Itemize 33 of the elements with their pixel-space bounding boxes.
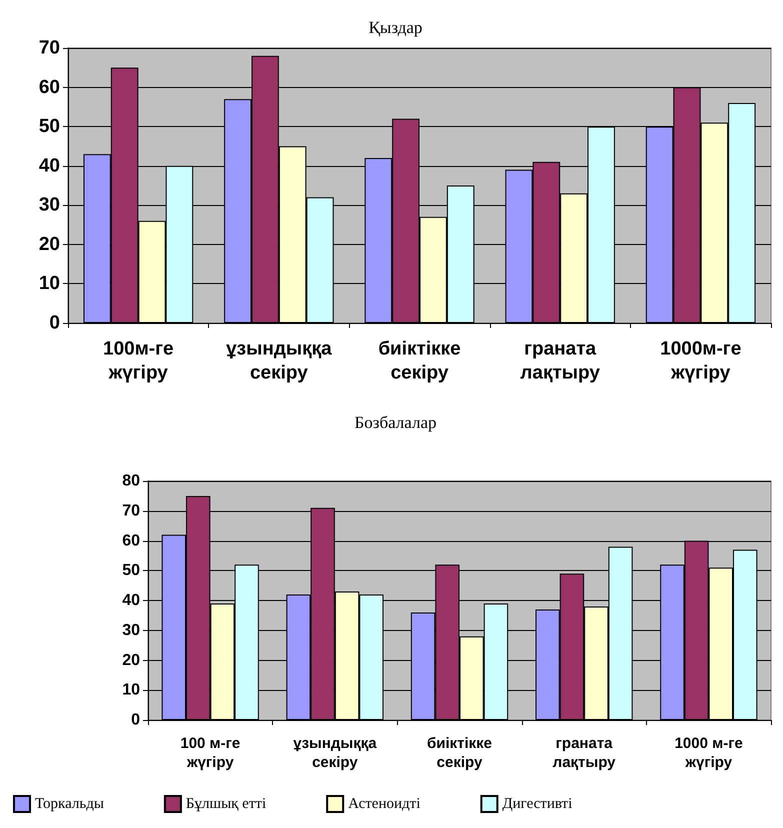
chart-title: Бозбалалар (354, 413, 437, 432)
y-tick-label: 10 (38, 273, 60, 294)
y-tick-label: 10 (122, 682, 140, 699)
legend-label: Бұлшық етті (186, 796, 266, 812)
y-tick-label: 20 (122, 652, 140, 669)
y-tick-label: 20 (38, 234, 60, 255)
x-tick-label: граната лақтыру (552, 735, 616, 771)
y-tick-label: 60 (38, 76, 60, 98)
x-tick-label: граната лақтыру (520, 338, 600, 384)
x-tick-label: 1000 м-ге жүгіру (674, 735, 743, 771)
y-tick-label: 80 (122, 472, 140, 490)
y-tick-label: 30 (38, 194, 60, 216)
y-tick-label: 40 (38, 155, 60, 176)
x-tick-label: ұзындыққа секіру (226, 338, 332, 384)
y-tick-label: 50 (122, 562, 140, 580)
legend-label: Астеноидті (348, 796, 420, 812)
y-tick-label: 0 (131, 712, 140, 728)
x-tick-label: биіктікке секіру (378, 338, 461, 384)
x-tick-label: 1000м-ге жүгіру (660, 338, 742, 384)
y-tick-label: 60 (122, 532, 140, 550)
x-tick-label: ұзындыққа секіру (293, 735, 378, 771)
y-tick-label: 30 (122, 622, 140, 639)
y-tick-label: 70 (122, 502, 140, 520)
legend-label: Дигестивті (502, 796, 572, 812)
y-tick-label: 70 (38, 38, 60, 58)
y-tick-label: 50 (38, 116, 60, 138)
y-tick-label: 0 (49, 312, 60, 334)
x-tick-label: 100м-ге жүгіру (103, 338, 174, 384)
x-tick-label: 100 м-ге жүгіру (180, 735, 240, 771)
x-tick-label: биіктікке секіру (426, 735, 492, 771)
legend-label: Торкальды (35, 796, 104, 812)
chart-title: Қыздар (368, 18, 422, 37)
y-tick-label: 40 (122, 592, 140, 609)
